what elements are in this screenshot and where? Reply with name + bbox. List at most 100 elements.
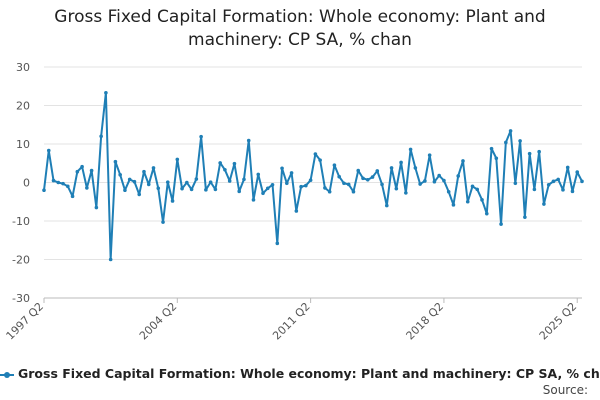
data-point xyxy=(537,149,541,154)
data-point xyxy=(518,139,522,143)
x-tick-label: 2011 Q2 xyxy=(270,300,313,343)
legend-marker-icon xyxy=(0,370,14,380)
data-point xyxy=(551,179,556,184)
data-point xyxy=(223,167,227,172)
data-point xyxy=(470,184,475,189)
chart-title-line-2: machinery: CP SA, % chan xyxy=(188,30,412,50)
y-tick-label: -20 xyxy=(12,254,30,267)
data-point xyxy=(542,202,546,206)
data-point xyxy=(394,186,399,191)
data-point xyxy=(532,187,537,192)
data-point xyxy=(46,148,51,153)
data-point xyxy=(556,177,560,182)
data-point xyxy=(413,166,418,170)
chart-title: Gross Fixed Capital Formation: Whole eco… xyxy=(0,6,600,52)
data-point xyxy=(66,184,70,189)
x-tick-label: 2004 Q2 xyxy=(137,300,180,343)
data-point xyxy=(156,186,161,191)
data-point xyxy=(351,189,356,194)
data-point xyxy=(575,170,580,174)
data-point xyxy=(565,165,570,170)
legend[interactable]: Gross Fixed Capital Formation: Whole eco… xyxy=(0,366,600,381)
data-point xyxy=(89,168,94,173)
data-point xyxy=(80,164,84,169)
data-point xyxy=(389,166,394,170)
data-point xyxy=(513,181,518,186)
y-tick-label: 20 xyxy=(16,100,30,113)
data-point xyxy=(142,169,146,174)
data-point xyxy=(327,189,332,194)
data-point xyxy=(337,174,341,179)
data-point xyxy=(227,179,232,183)
data-point xyxy=(375,169,380,173)
data-point xyxy=(85,186,89,190)
data-point xyxy=(484,211,489,216)
data-point xyxy=(146,182,151,187)
data-point xyxy=(108,257,113,262)
data-point xyxy=(304,183,308,188)
data-point xyxy=(70,194,75,199)
data-point xyxy=(356,168,361,173)
data-point xyxy=(399,160,403,165)
data-point xyxy=(251,198,256,202)
data-point xyxy=(275,241,280,246)
data-point xyxy=(189,187,194,192)
data-point xyxy=(270,183,275,187)
data-point xyxy=(494,156,499,161)
data-point xyxy=(56,180,61,185)
data-point xyxy=(365,178,370,182)
y-tick-label: 0 xyxy=(23,177,30,190)
data-point xyxy=(561,188,565,192)
data-point xyxy=(446,189,451,194)
data-point xyxy=(285,181,289,186)
data-point xyxy=(170,199,175,203)
y-tick-label: -30 xyxy=(12,292,30,305)
data-point xyxy=(299,184,303,189)
data-point xyxy=(342,181,346,186)
data-point xyxy=(118,173,122,177)
data-point xyxy=(199,134,203,139)
data-point xyxy=(232,161,237,166)
data-point xyxy=(404,191,408,195)
data-point xyxy=(332,163,337,167)
data-point xyxy=(137,192,142,197)
data-point xyxy=(313,152,318,156)
data-point xyxy=(523,215,527,219)
data-point xyxy=(204,188,208,192)
data-point xyxy=(465,199,470,204)
data-point xyxy=(208,180,213,184)
data-point xyxy=(508,129,513,133)
data-point xyxy=(61,181,65,186)
data-point xyxy=(75,169,80,174)
data-point xyxy=(175,157,180,162)
data-point xyxy=(451,203,456,207)
data-point xyxy=(180,186,184,191)
series-line xyxy=(43,91,583,261)
data-point xyxy=(51,178,56,183)
data-point xyxy=(527,151,532,156)
data-point xyxy=(308,178,313,182)
data-point xyxy=(442,178,446,183)
data-point xyxy=(361,176,365,181)
data-point xyxy=(423,179,427,183)
x-tick-label: 2025 Q2 xyxy=(537,300,580,343)
data-point xyxy=(546,183,551,187)
data-point xyxy=(580,179,584,184)
data-point xyxy=(218,161,222,165)
data-point xyxy=(113,159,118,164)
data-point xyxy=(437,173,441,178)
data-point xyxy=(318,158,322,162)
data-point xyxy=(104,90,108,95)
x-tick-label: 1997 Q2 xyxy=(4,300,47,343)
data-point xyxy=(165,180,170,184)
data-point xyxy=(432,179,437,184)
y-tick-label: 10 xyxy=(16,138,30,151)
data-point xyxy=(194,177,199,181)
data-point xyxy=(384,203,389,208)
data-point xyxy=(94,205,99,210)
legend-label: Gross Fixed Capital Formation: Whole eco… xyxy=(18,366,600,381)
data-point xyxy=(427,153,432,157)
x-tick-label: 2018 Q2 xyxy=(404,300,447,343)
data-point xyxy=(323,186,327,190)
